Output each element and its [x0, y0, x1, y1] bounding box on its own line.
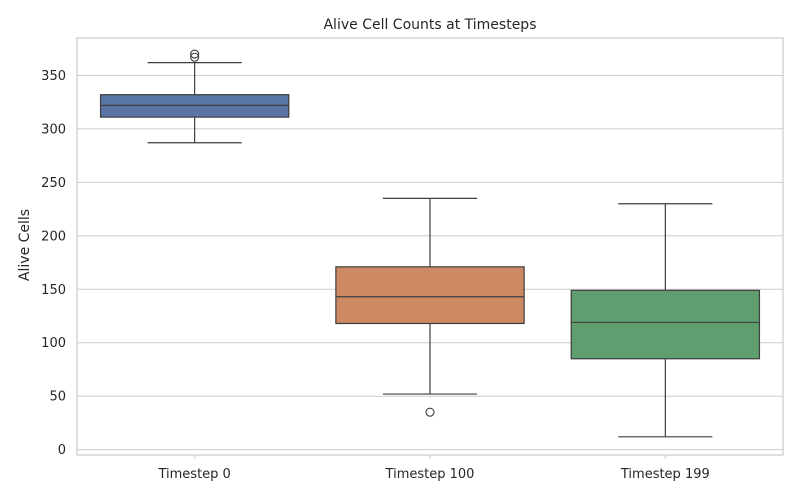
boxes — [99, 49, 761, 438]
y-tick-label: 150 — [41, 283, 66, 298]
y-tick-label: 200 — [41, 229, 66, 244]
outlier-point — [190, 49, 200, 59]
x-tick-label: Timestep 100 — [385, 467, 475, 482]
x-tick-label: Timestep 199 — [620, 467, 710, 482]
x-axis-ticks: Timestep 0 Timestep 100 Timestep 199 — [157, 455, 710, 482]
y-tick-label: 100 — [41, 336, 66, 351]
y-axis-ticks: 0 50 100 150 200 250 300 350 — [41, 69, 66, 458]
outlier-point — [425, 407, 435, 417]
y-tick-label: 50 — [49, 390, 66, 405]
box-group — [570, 203, 761, 438]
box-iqr — [335, 266, 525, 325]
chart-title: Alive Cell Counts at Timesteps — [323, 17, 536, 33]
y-axis-label: Alive Cells — [17, 209, 33, 281]
box-group — [335, 197, 525, 417]
x-tick-label: Timestep 0 — [157, 467, 230, 482]
y-tick-label: 300 — [41, 122, 66, 137]
y-tick-label: 350 — [41, 69, 66, 84]
box-iqr — [570, 289, 761, 360]
axes-frame — [76, 37, 784, 456]
outlier-point — [190, 52, 200, 62]
y-tick-label: 0 — [58, 443, 66, 458]
y-tick-label: 250 — [41, 176, 66, 191]
box-group — [99, 49, 290, 144]
